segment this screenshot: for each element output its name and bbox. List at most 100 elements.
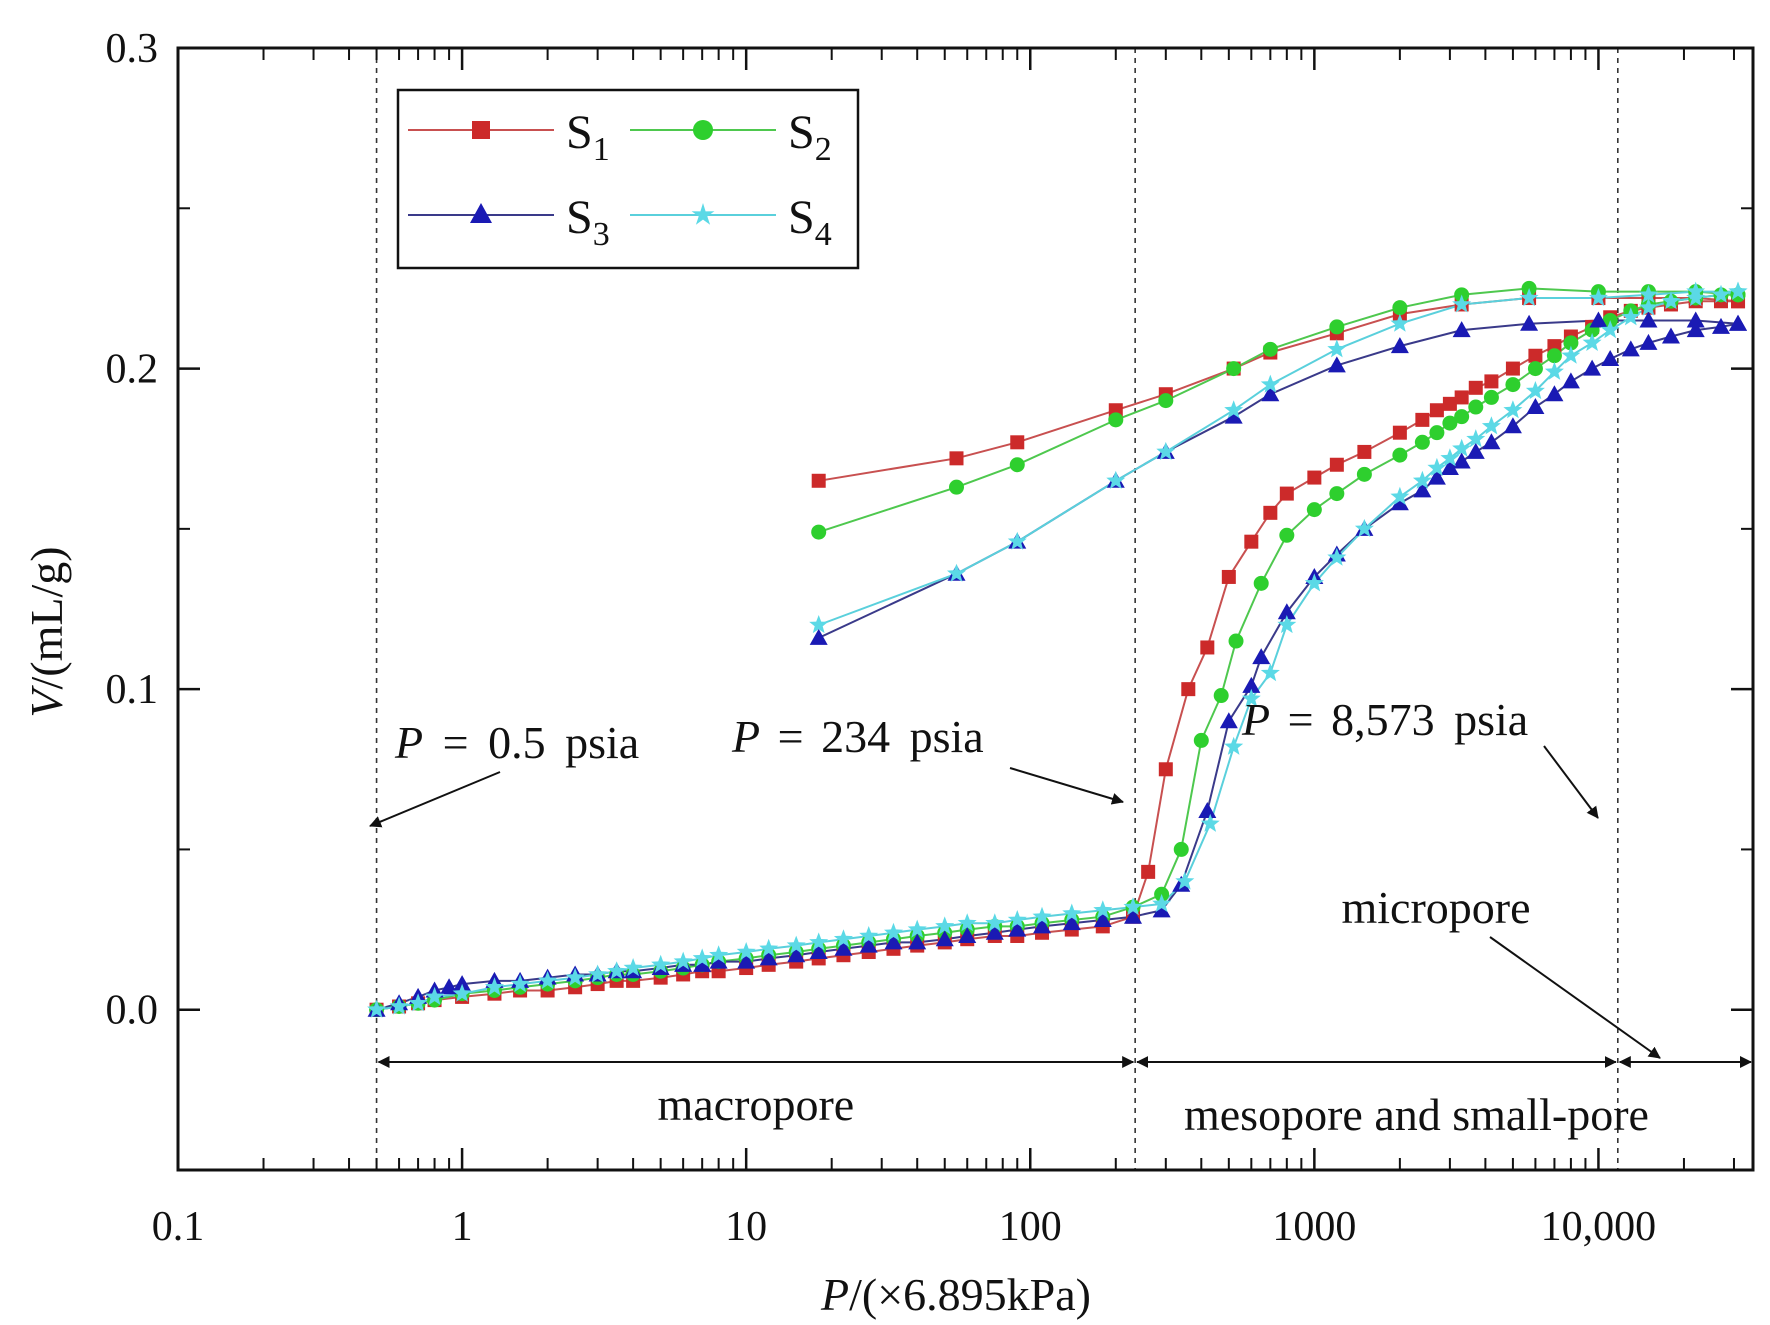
series-1-intrusion-point-40 bbox=[1307, 470, 1322, 485]
annotation-p-8573: P = 8,573 psia bbox=[1241, 694, 1528, 745]
series-3-intrusion-point-22 bbox=[859, 936, 878, 953]
series-4-intrusion-point-46 bbox=[1452, 438, 1472, 457]
series-2-intrusion-point-40 bbox=[1329, 486, 1345, 502]
legend-box bbox=[396, 88, 860, 270]
series-2-extrusion-point-8 bbox=[1262, 341, 1278, 357]
series-4-intrusion-point-22 bbox=[884, 922, 903, 941]
series-4-intrusion-point-39 bbox=[1304, 573, 1324, 592]
series-4-intrusion-point-10 bbox=[607, 961, 627, 980]
legend-label-s1-sub: 1 bbox=[593, 131, 610, 168]
series-3-intrusion-point-17 bbox=[737, 952, 756, 969]
series-4-extrusion-point-13 bbox=[947, 563, 966, 582]
legend-label-s4-name: S bbox=[788, 191, 815, 244]
legend-marker-s4 bbox=[691, 203, 715, 225]
series-1-intrusion-point-46 bbox=[1442, 396, 1457, 411]
series-3-extrusion-point-2 bbox=[1639, 311, 1658, 328]
series-4-intrusion-point-21 bbox=[859, 926, 879, 945]
series-3-intrusion-point-23 bbox=[884, 933, 903, 950]
series-4-intrusion-point-15 bbox=[709, 945, 729, 964]
series-4-intrusion-point-28 bbox=[1032, 906, 1052, 925]
y-tick-label-1: 0.1 bbox=[106, 667, 159, 713]
x-axis-title-rest: /(×6.895kPa) bbox=[849, 1269, 1091, 1320]
series-4-intrusion-point-36 bbox=[1241, 688, 1261, 707]
y-tick-label-3: 0.3 bbox=[106, 26, 159, 72]
series-4-intrusion-point-51 bbox=[1544, 361, 1564, 380]
series-2-intrusion-point-46 bbox=[1454, 409, 1470, 425]
annotation-p-0-5-value: 0.5 bbox=[488, 717, 546, 768]
series-4-intrusion-point-6 bbox=[510, 974, 530, 993]
series-3-intrusion-point-28 bbox=[1008, 920, 1027, 937]
series-3-intrusion-point-36 bbox=[1219, 712, 1238, 729]
series-4-extrusion-point-8 bbox=[1260, 374, 1280, 393]
legend-label-s4: S4 bbox=[788, 191, 832, 253]
series-4-intrusion-point-49 bbox=[1503, 400, 1523, 419]
series-4-intrusion-point-7 bbox=[538, 970, 558, 989]
series-3-intrusion-point-33 bbox=[1152, 901, 1171, 918]
series-3-intrusion-point-35 bbox=[1198, 801, 1217, 818]
series-1-intrusion-point-43 bbox=[1392, 425, 1407, 440]
series-4-intrusion-point-30 bbox=[1093, 900, 1113, 919]
series-4-extrusion-point-5 bbox=[1452, 294, 1472, 313]
series-2-intrusion-point-49 bbox=[1505, 377, 1521, 393]
series-1-intrusion-point-44 bbox=[1415, 412, 1430, 427]
x-tick-label-0: 0.1 bbox=[152, 1204, 205, 1250]
plot-frame bbox=[176, 46, 1755, 1172]
annotation-p-234-symbol: P bbox=[731, 711, 760, 762]
annotation-arrow-p-8573 bbox=[1543, 745, 1599, 819]
series-4-intrusion-point-44 bbox=[1427, 457, 1447, 476]
series-4-extrusion-point-3 bbox=[1588, 288, 1608, 307]
series-1-extrusion-point-14 bbox=[811, 473, 826, 488]
y-tick-label-0: 0.0 bbox=[106, 988, 159, 1034]
series-4-intrusion-point-55 bbox=[1621, 307, 1641, 326]
series-3-intrusion-point-59 bbox=[1686, 321, 1705, 338]
series-3-intrusion-point-16 bbox=[709, 952, 728, 969]
series-4-intrusion-point-34 bbox=[1200, 813, 1220, 832]
annotation-p-0-5-symbol: P bbox=[394, 717, 423, 768]
series-3-extrusion-point-5 bbox=[1452, 321, 1471, 338]
series-4-intrusion-point-2 bbox=[408, 993, 428, 1012]
series-2-intrusion-point-50 bbox=[1527, 361, 1543, 377]
series-4-intrusion-point-1 bbox=[389, 996, 409, 1015]
series-3-intrusion-point-18 bbox=[759, 949, 778, 966]
series-4-intrusion-line bbox=[376, 290, 1739, 1011]
series-4-intrusion-point-16 bbox=[736, 942, 756, 961]
series-3-intrusion-point-47 bbox=[1452, 452, 1471, 469]
annotation-p-234-value: 234 bbox=[821, 711, 890, 762]
series-4-extrusion-point-6 bbox=[1390, 313, 1410, 332]
series-4-intrusion-point-54 bbox=[1600, 320, 1620, 339]
series-4-intrusion-point-26 bbox=[985, 913, 1005, 932]
annotation-p-8573-eq: = bbox=[1288, 694, 1314, 745]
legend-marker-s2 bbox=[693, 120, 713, 140]
series-3-intrusion-point-53 bbox=[1561, 372, 1580, 389]
legend-marker-s3 bbox=[470, 203, 492, 223]
series-3-intrusion-point-45 bbox=[1427, 468, 1446, 485]
series-4-intrusion-point-19 bbox=[809, 932, 829, 951]
series-4-intrusion-point-8 bbox=[565, 967, 585, 986]
series-3-intrusion-point-15 bbox=[693, 955, 712, 972]
series-2-intrusion-point-51 bbox=[1546, 348, 1562, 364]
series-3-intrusion-point-56 bbox=[1621, 340, 1640, 357]
series-1-intrusion-point-48 bbox=[1468, 380, 1483, 395]
series-4-intrusion-point-13 bbox=[673, 951, 693, 970]
series-1-intrusion-point-47 bbox=[1454, 390, 1469, 405]
series-4-intrusion-point-23 bbox=[907, 919, 927, 938]
annotation-p-234: P = 234 psia bbox=[731, 711, 984, 762]
series-2-intrusion-point-36 bbox=[1228, 633, 1244, 649]
series-4-intrusion-point-45 bbox=[1440, 448, 1460, 467]
series-2-intrusion-point-34 bbox=[1193, 732, 1209, 748]
annotation-p-8573-unit: psia bbox=[1454, 694, 1528, 745]
legend-label-s3: S3 bbox=[566, 191, 610, 253]
series-3-extrusion-point-7 bbox=[1327, 356, 1346, 373]
legend-label-s4-sub: 4 bbox=[815, 216, 832, 253]
series-2-extrusion-point-13 bbox=[949, 479, 965, 495]
legend-marker-s1 bbox=[472, 121, 490, 139]
series-3-extrusion-point-3 bbox=[1589, 311, 1608, 328]
pore-range-label-1: mesopore and small-pore bbox=[1184, 1089, 1649, 1140]
series-1-intrusion-point-34 bbox=[1181, 682, 1196, 697]
series-1-intrusion-point-49 bbox=[1484, 374, 1499, 389]
series-2-extrusion-point-7 bbox=[1329, 319, 1345, 335]
annotation-p-8573-value: 8,573 bbox=[1331, 694, 1435, 745]
annotation-p-0-5-eq: = bbox=[443, 717, 469, 768]
series-4-intrusion-point-3 bbox=[425, 986, 445, 1005]
series-4-extrusion-point-9 bbox=[1224, 400, 1244, 419]
